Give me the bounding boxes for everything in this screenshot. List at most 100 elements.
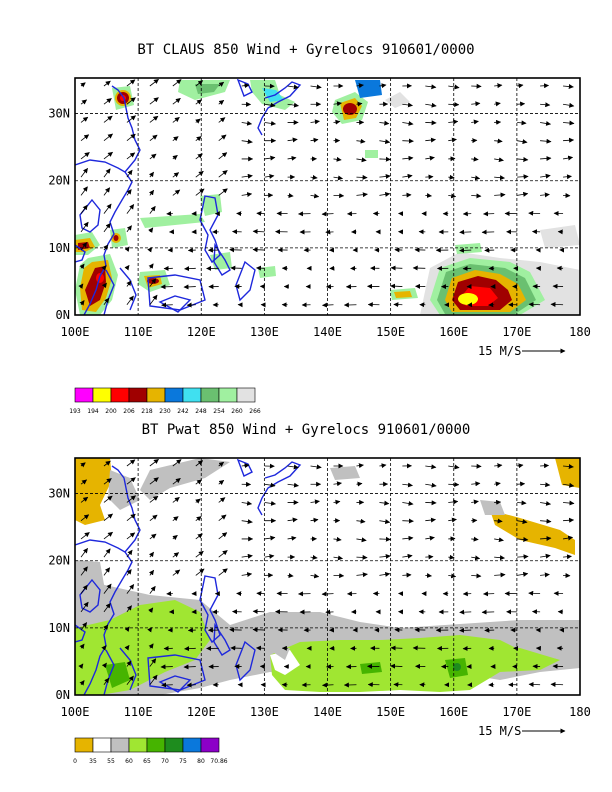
x-tick-label: 140E	[313, 705, 342, 719]
wind-vector	[241, 553, 253, 559]
colorbar-label: 80	[197, 758, 205, 765]
panel-1-reference-vector: 15 M/S	[478, 344, 566, 358]
wind-vector	[264, 553, 275, 559]
colorbar-label: 266	[249, 408, 261, 415]
wind-vector	[101, 662, 107, 669]
colorbar-swatch	[128, 737, 148, 753]
wind-vector	[287, 137, 298, 143]
wind-vector	[425, 517, 436, 523]
wind-vector	[402, 102, 413, 108]
wind-vector	[425, 464, 437, 470]
wind-vector	[172, 535, 178, 541]
wind-vector	[218, 134, 227, 142]
colorbar-swatch	[164, 737, 184, 753]
wind-vector	[195, 516, 202, 522]
wind-vector	[252, 609, 265, 614]
wind-vector	[126, 459, 136, 467]
colorbar-label: 0	[73, 758, 77, 765]
wind-vector	[459, 229, 472, 235]
wind-vector	[379, 463, 387, 469]
wind-vector	[425, 174, 434, 180]
colorbar-label: 248	[195, 408, 207, 415]
wind-vector	[459, 627, 472, 633]
wind-vector	[471, 119, 479, 125]
wind-vector	[448, 464, 460, 470]
wind-vector	[287, 535, 297, 541]
wind-vector	[494, 518, 503, 524]
wind-vector	[540, 120, 552, 126]
wind-vector	[80, 204, 88, 214]
colorbar-swatch	[74, 387, 94, 403]
panel-1-wind-vectors	[78, 78, 575, 308]
wind-vector	[528, 210, 541, 216]
wind-vector	[149, 134, 158, 142]
wind-vector	[562, 155, 574, 161]
colorbar-swatch	[92, 737, 112, 753]
wind-vector	[563, 174, 572, 180]
wind-vector	[425, 193, 432, 199]
wind-vector	[356, 138, 366, 144]
wind-vector	[540, 572, 550, 578]
wind-vector	[310, 464, 322, 470]
wind-vector	[172, 478, 181, 485]
wind-vector	[149, 278, 157, 287]
wind-vector	[562, 482, 575, 488]
wind-vector	[126, 295, 134, 306]
wind-vector	[402, 192, 412, 198]
colorbar-swatch	[164, 387, 184, 403]
wind-vector	[103, 460, 111, 467]
wind-vector	[80, 99, 88, 105]
wind-vector	[379, 571, 391, 577]
wind-vector	[563, 554, 572, 560]
wind-vector	[459, 609, 472, 615]
y-tick-label: 20N	[48, 554, 70, 568]
wind-vector	[264, 120, 276, 126]
wind-vector	[79, 680, 85, 686]
colorbar-label: 230	[159, 408, 171, 415]
wind-vector	[425, 155, 435, 161]
wind-vector	[218, 81, 225, 87]
wind-vector	[310, 174, 318, 180]
panel-2-coastlines	[75, 458, 302, 695]
panel-1-y-ticks: 0N 10N 20N 30N	[48, 107, 70, 322]
wind-vector	[241, 519, 253, 525]
wind-vector	[252, 627, 265, 633]
wind-vector	[356, 101, 363, 107]
wind-vector	[550, 301, 564, 307]
x-tick-label: 110E	[124, 325, 153, 339]
wind-vector	[471, 193, 482, 199]
wind-vector	[149, 115, 159, 123]
wind-vector	[103, 222, 111, 233]
wind-vector	[448, 174, 455, 180]
wind-vector	[172, 117, 180, 123]
panel-1-frame	[74, 77, 581, 316]
wind-vector	[124, 644, 130, 651]
wind-vector	[124, 264, 130, 271]
wind-vector	[356, 157, 367, 163]
panel-2-x-ticks: 100E 110E 120E 130E 140E 150E 160E 170E 180	[61, 705, 591, 719]
wind-vector	[494, 555, 505, 561]
wind-vector	[195, 136, 202, 142]
wind-vector	[310, 554, 318, 560]
wind-vector	[172, 98, 181, 105]
panel-2-frame	[74, 457, 581, 696]
wind-vector	[80, 82, 86, 88]
wind-vector	[172, 172, 180, 178]
wind-vector	[124, 626, 130, 632]
wind-vector	[390, 645, 403, 651]
wind-vector	[528, 681, 541, 687]
wind-vector	[310, 84, 322, 90]
wind-vector	[264, 535, 276, 541]
panel-1-colorbar: 193 194 200 206 218 230 242 248 254 260 266	[69, 387, 261, 415]
wind-vector	[517, 463, 524, 469]
x-tick-label: 100E	[61, 705, 90, 719]
x-tick-label: 100E	[61, 325, 90, 339]
wind-vector	[80, 496, 89, 503]
wind-vector	[471, 499, 479, 505]
wind-vector	[494, 101, 501, 107]
wind-vector	[540, 500, 552, 506]
wind-vector	[322, 302, 334, 308]
wind-vector	[149, 153, 157, 160]
wind-vector	[195, 479, 202, 485]
wind-vector	[195, 533, 203, 540]
